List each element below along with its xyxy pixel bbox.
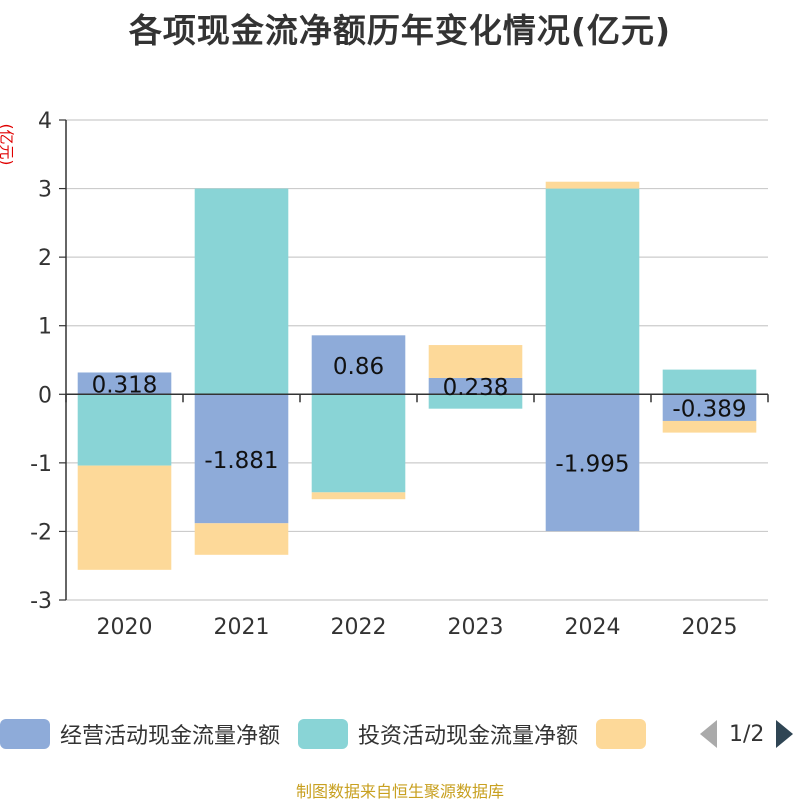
legend-swatch [298, 719, 349, 749]
x-tick-label: 2021 [214, 615, 270, 640]
x-tick-label: 2023 [448, 615, 504, 640]
legend-label: 经营活动现金流量净额 [60, 724, 281, 749]
y-tick-label: 0 [38, 383, 52, 408]
bars [77, 181, 757, 570]
bar-segment-s2-2023 [428, 345, 523, 378]
legend-page-indicator: 1/2 [729, 721, 765, 747]
x-tick-label: 2022 [331, 615, 387, 640]
bar-segment-s2-2022 [311, 492, 406, 500]
legend: 经营活动现金流量净额 投资活动现金流量净额 1/2 [0, 716, 800, 752]
bar-segment-s0-2022 [311, 335, 406, 395]
bar-segment-s1-2024 [545, 188, 640, 395]
data-label: 0.318 [92, 372, 158, 398]
bar-segment-s2-2021 [194, 523, 289, 555]
x-tick-label: 2025 [682, 615, 738, 640]
legend-swatch [596, 719, 647, 749]
y-tick-label: 1 [38, 315, 52, 340]
legend-prev-icon[interactable] [700, 720, 717, 748]
data-label: -0.389 [672, 397, 746, 423]
data-label: 0.86 [333, 354, 384, 380]
bar-segment-s2-2025 [662, 420, 757, 433]
bar-segment-s1-2023 [428, 394, 523, 409]
stacked-bar-chart: 4 3 2 1 0 -1 -2 -3 2020 2021 2022 2023 2024 2025 0.31… [30, 109, 769, 640]
bar-segment-s2-2024 [545, 181, 640, 189]
bar-segment-s1-2025 [662, 369, 757, 395]
legend-pager: 1/2 [700, 716, 794, 752]
data-source-note: 制图数据来自恒生聚源数据库 [295, 782, 504, 801]
bar-segment-s0-2021 [194, 394, 289, 524]
y-tick-label: -3 [30, 589, 52, 614]
y-tick-label: 2 [38, 246, 52, 271]
data-label: -1.995 [555, 452, 629, 478]
bar-segment-s2-2020 [77, 465, 172, 570]
axes: 4 3 2 1 0 -1 -2 -3 2020 2021 2022 2023 2024 2025 [30, 109, 769, 640]
legend-item-investing[interactable]: 投资活动现金流量净额 [298, 718, 578, 750]
gridlines [66, 119, 768, 601]
legend-next-icon[interactable] [776, 720, 794, 748]
data-label: -1.881 [204, 448, 278, 474]
bar-segment-s0-2024 [545, 394, 640, 532]
legend-item-operating[interactable]: 经营活动现金流量净额 [0, 718, 280, 750]
bar-segment-s1-2022 [311, 394, 406, 493]
data-labels: 0.318 -1.881 0.86 0.238 -1.995 -0.389 [92, 354, 747, 478]
bar-segment-s0-2020 [77, 372, 172, 395]
bar-segment-s1-2021 [194, 188, 289, 395]
x-tick-label: 2024 [565, 615, 621, 640]
data-label: 0.238 [443, 375, 509, 401]
bar-segment-s1-2020 [77, 394, 172, 466]
legend-swatch [0, 719, 50, 749]
bar-segment-s0-2025 [662, 394, 757, 421]
y-tick-label: -2 [30, 520, 52, 545]
y-tick-label: 4 [38, 109, 52, 134]
y-tick-label: 3 [38, 178, 52, 203]
legend-label: 投资活动现金流量净额 [358, 724, 579, 749]
y-tick-label: -1 [30, 452, 52, 477]
legend-item-financing[interactable] [596, 719, 656, 749]
bar-segment-s0-2023 [428, 377, 523, 395]
x-tick-label: 2020 [97, 615, 153, 640]
chart-title: 各项现金流净额历年变化情况(亿元) [128, 11, 672, 50]
